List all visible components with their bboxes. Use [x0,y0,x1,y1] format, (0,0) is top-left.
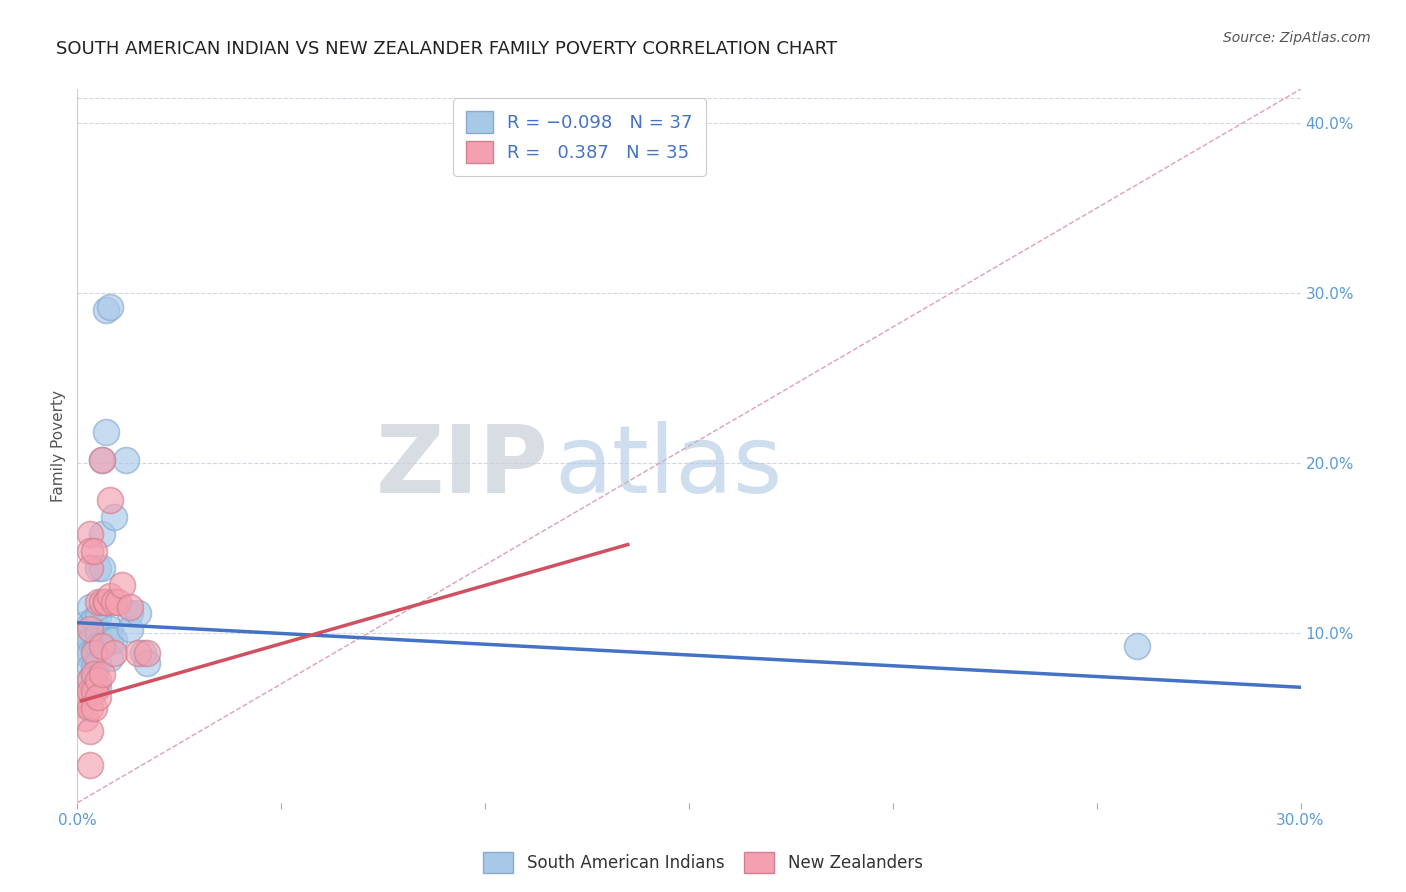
Point [111,578,134,592]
Point [98,493,121,508]
Point [79,527,101,541]
Point [79,617,101,632]
Point [83,646,105,660]
Point [94,595,117,609]
Point [90,561,112,575]
Point [79,544,101,558]
Point [103,595,125,609]
Point [120,623,142,637]
Point [115,452,138,467]
Text: ZIP: ZIP [375,421,548,514]
Text: Source: ZipAtlas.com: Source: ZipAtlas.com [1223,31,1371,45]
Point [79,634,101,648]
Point [83,700,105,714]
Point [79,646,101,660]
Point [83,612,105,626]
Point [87,680,110,694]
Point [94,303,117,318]
Point [87,640,110,654]
Point [135,646,157,660]
Point [83,673,105,688]
Point [83,660,105,674]
Point [79,683,101,698]
Point [75,617,97,632]
Point [75,690,97,705]
Point [103,646,125,660]
Point [79,672,101,686]
Point [79,758,101,772]
Point [87,595,110,609]
Point [90,452,112,467]
Point [87,657,110,671]
Y-axis label: Family Poverty: Family Poverty [51,390,66,502]
Point [1126,640,1149,654]
Point [75,646,97,660]
Point [87,690,110,705]
Point [98,632,121,647]
Text: SOUTH AMERICAN INDIAN VS NEW ZEALANDER FAMILY POVERTY CORRELATION CHART: SOUTH AMERICAN INDIAN VS NEW ZEALANDER F… [56,40,838,58]
Point [128,646,150,660]
Point [98,651,121,665]
Point [83,683,105,698]
Point [87,673,110,688]
Point [87,561,110,575]
Point [90,666,112,681]
Point [90,595,112,609]
Point [90,527,112,541]
Point [79,724,101,739]
Point [75,711,97,725]
Point [83,544,105,558]
Point [75,629,97,643]
Point [87,608,110,623]
Point [83,643,105,657]
Point [79,700,101,714]
Point [107,595,129,609]
Point [90,640,112,654]
Point [135,657,157,671]
Point [87,626,110,640]
Point [90,452,112,467]
Point [83,666,105,681]
Point [120,600,142,615]
Point [79,600,101,615]
Point [120,606,142,620]
Point [128,606,150,620]
Point [94,595,117,609]
Point [79,673,101,688]
Legend: R = −0.098   N = 37, R =   0.387   N = 35: R = −0.098 N = 37, R = 0.387 N = 35 [453,98,706,176]
Point [79,623,101,637]
Point [79,561,101,575]
Point [94,425,117,440]
Point [70,698,93,712]
Point [103,510,125,524]
Point [98,623,121,637]
Text: atlas: atlas [554,421,783,514]
Point [79,660,101,674]
Point [103,632,125,647]
Point [131,646,153,660]
Point [98,300,121,314]
Point [98,589,121,603]
Legend: South American Indians, New Zealanders: South American Indians, New Zealanders [477,846,929,880]
